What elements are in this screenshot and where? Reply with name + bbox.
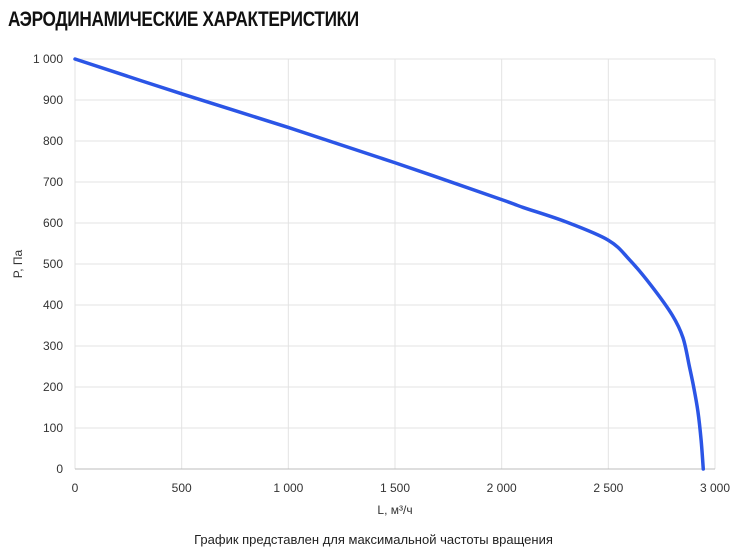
y-tick-label: 0 bbox=[56, 462, 63, 476]
y-tick-label: 100 bbox=[43, 421, 63, 435]
x-tick-label: 1 500 bbox=[380, 481, 410, 495]
x-tick-labels: 0 500 1 000 1 500 2 000 2 500 3 000 bbox=[72, 481, 731, 495]
y-tick-label: 1 000 bbox=[33, 52, 63, 66]
y-tick-label: 600 bbox=[43, 216, 63, 230]
y-tick-labels: 0 100 200 300 400 500 600 700 800 900 1 000 bbox=[33, 52, 63, 476]
y-tick-label: 200 bbox=[43, 380, 63, 394]
y-tick-label: 500 bbox=[43, 257, 63, 271]
y-tick-label: 800 bbox=[43, 134, 63, 148]
series-line bbox=[73, 57, 706, 471]
x-tick-label: 1 000 bbox=[273, 481, 303, 495]
y-axis-label: P, Па bbox=[11, 249, 25, 278]
y-tick-label: 700 bbox=[43, 175, 63, 189]
x-tick-label: 2 000 bbox=[487, 481, 517, 495]
x-tick-label: 0 bbox=[72, 481, 79, 495]
series-lines bbox=[73, 57, 706, 471]
chart-note: График представлен для максимальной част… bbox=[194, 532, 553, 547]
x-tick-label: 3 000 bbox=[700, 481, 730, 495]
y-tick-label: 300 bbox=[43, 339, 63, 353]
y-tick-label: 900 bbox=[43, 93, 63, 107]
x-tick-label: 2 500 bbox=[593, 481, 623, 495]
grid bbox=[74, 58, 716, 470]
x-tick-label: 500 bbox=[172, 481, 192, 495]
x-axis-label: L, м³/ч bbox=[377, 503, 412, 517]
y-tick-label: 400 bbox=[43, 298, 63, 312]
chart-title: АЭРОДИНАМИЧЕСКИЕ ХАРАКТЕРИСТИКИ bbox=[8, 8, 359, 31]
